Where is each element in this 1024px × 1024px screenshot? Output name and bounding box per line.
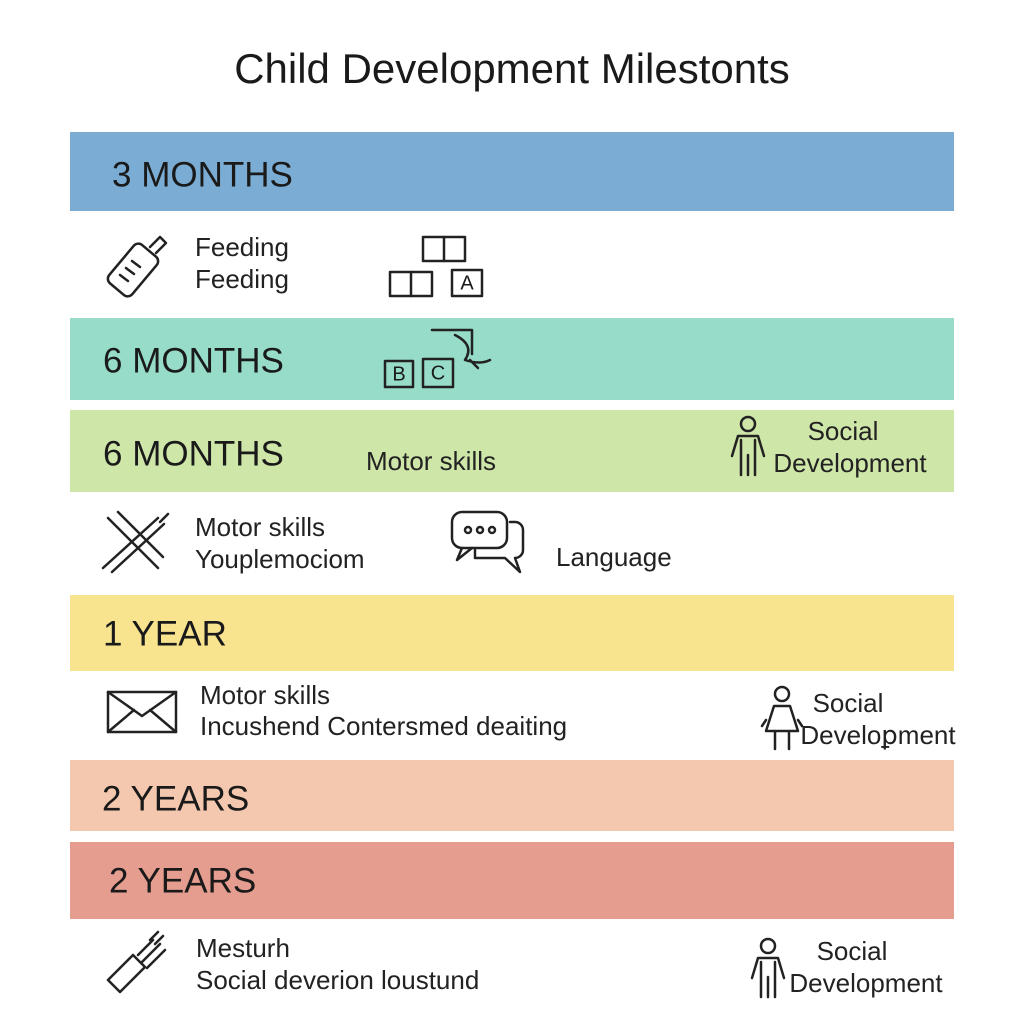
- blocks-icon: [383, 328, 492, 389]
- item-text: Motor skills: [200, 680, 330, 710]
- item-text: Social: [808, 416, 879, 446]
- item-text: Motor skills: [195, 512, 325, 542]
- band: [70, 760, 954, 831]
- band-heading: 6 MONTHS: [103, 434, 284, 473]
- item-text: Incushend Contersmed deaiting: [200, 711, 567, 741]
- item-text: Feeding: [195, 232, 289, 262]
- item-text: Develoꝑment: [800, 720, 956, 750]
- block-letter: A: [460, 272, 474, 294]
- blocks-icon: [388, 235, 484, 298]
- item-text: Mesturh: [196, 933, 290, 963]
- item-text: Feeding: [195, 264, 289, 294]
- band: [70, 410, 954, 492]
- band: [70, 595, 954, 671]
- block-letter: B: [392, 363, 405, 385]
- band: [70, 318, 954, 400]
- block-letter: C: [431, 362, 445, 384]
- item-text: Development: [789, 968, 943, 998]
- envelope-icon: [106, 690, 178, 734]
- pencils-icon: [101, 510, 170, 574]
- chat-icon: [450, 510, 525, 574]
- title: Child Development Milestonts: [234, 45, 790, 92]
- band: [70, 842, 954, 919]
- item-text: Language: [556, 542, 672, 572]
- item-text: Development: [773, 448, 927, 478]
- item-text: Social deverion loustund: [196, 965, 479, 995]
- band-heading: 2 YEARS: [102, 779, 249, 818]
- girl-icon: [760, 685, 804, 751]
- item-text: Social: [817, 936, 888, 966]
- brush-icon: [106, 930, 167, 994]
- item-text: Motor skills: [366, 446, 496, 476]
- person-icon: [730, 415, 766, 477]
- item-text: Social: [813, 688, 884, 718]
- bottle-icon: [106, 235, 168, 298]
- band-heading: 6 MONTHS: [103, 341, 284, 380]
- band-heading: 2 YEARS: [109, 861, 256, 900]
- person-icon: [750, 937, 786, 999]
- band-heading: 3 MONTHS: [112, 155, 293, 194]
- band: [70, 132, 954, 211]
- item-text: Youplemociom: [195, 544, 365, 574]
- band-heading: 1 YEAR: [103, 614, 227, 653]
